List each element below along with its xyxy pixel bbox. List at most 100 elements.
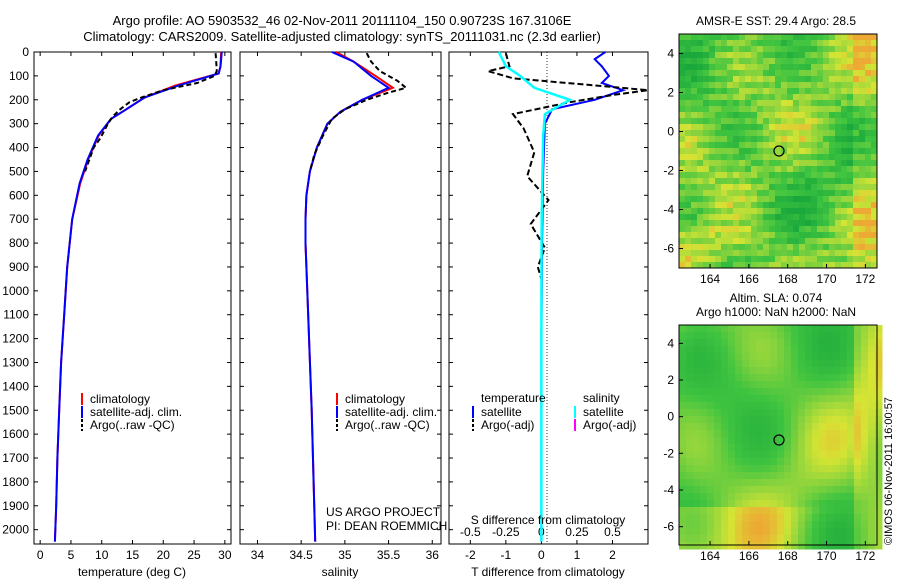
map-cell [756,444,764,452]
sla-map-frame [678,324,878,546]
map-cell [859,100,866,107]
map-cell [777,423,785,431]
map-cell [799,172,806,179]
map-cell [715,202,722,209]
map-cell [841,34,848,41]
map-cell [793,190,800,197]
map-cell [823,100,830,107]
map-cell [817,76,824,83]
map-cell [868,395,876,403]
map-cell [817,250,824,257]
map-cell [700,416,708,424]
map-cell [871,220,878,227]
map-cell [854,346,862,354]
map-cell [840,528,848,536]
x-tick-label: 20 [157,548,171,562]
map-cell [763,262,770,269]
map-cell [700,395,708,403]
map-cell [854,353,862,361]
map-cell [745,58,752,65]
map-cell [787,238,794,245]
map-cell [805,40,812,47]
map-cell [791,381,799,389]
map-cell [707,430,715,438]
map-cell [833,388,841,396]
map-cell [685,58,692,65]
series-line-s-satellite [497,51,573,542]
map-cell [823,148,830,155]
map-cell [721,118,728,125]
map-cell [777,360,785,368]
map-cell [721,40,728,47]
map-cell [826,423,834,431]
map-cell [859,118,866,125]
map-cell [859,256,866,263]
map-cell [714,332,722,340]
map-cell [709,130,716,137]
map-cell [775,208,782,215]
map-cell [749,542,757,550]
map-cell [865,232,872,239]
map-cell [799,220,806,227]
map-cell [847,535,855,543]
map-cell [733,130,740,137]
map-cell [823,106,830,113]
map-cell [823,172,830,179]
map-cell [742,339,750,347]
map-cell [693,409,701,417]
map-cell [875,507,883,515]
map-cell [775,190,782,197]
map-cell [853,238,860,245]
map-cell [784,542,792,550]
map-cell [739,70,746,77]
map-cell [859,220,866,227]
map-cell [733,88,740,95]
map-cell [871,46,878,53]
map-cell [742,332,750,340]
map-cell [840,402,848,410]
map-cell [841,40,848,47]
map-cell [745,94,752,101]
map-cell [875,339,883,347]
credit-project: US ARGO PROJECT [326,505,441,519]
map-cell [693,528,701,536]
map-cell [751,184,758,191]
map-cell [739,202,746,209]
map-cell [735,507,743,515]
map-cell [697,178,704,185]
sla-map-cells [679,325,883,550]
map-cell [715,190,722,197]
map-cell [714,367,722,375]
map-cell [777,507,785,515]
map-cell [685,178,692,185]
map-cell [728,409,736,417]
map-cell [679,339,687,347]
map-cell [823,58,830,65]
map-cell [735,437,743,445]
map-cell [853,88,860,95]
map-cell [700,409,708,417]
map-cell [859,196,866,203]
map-cell [733,154,740,161]
map-cell [787,142,794,149]
map-cell [686,402,694,410]
map-cell [847,160,854,167]
map-cell [833,444,841,452]
map-cell [811,130,818,137]
series-line-t-satellite [540,51,627,542]
depth-tick-label: 1900 [2,499,29,513]
map-cell [812,374,820,382]
map-cell [811,118,818,125]
map-cell [835,184,842,191]
map-cell [735,395,743,403]
map-cell [707,451,715,459]
map-cell [715,64,722,71]
map-cell [805,493,813,501]
map-cell [829,262,836,269]
map-cell [709,124,716,131]
map-cell [829,130,836,137]
map-cell [703,130,710,137]
map-cell [835,220,842,227]
map-cell [819,486,827,494]
map-cell [829,106,836,113]
